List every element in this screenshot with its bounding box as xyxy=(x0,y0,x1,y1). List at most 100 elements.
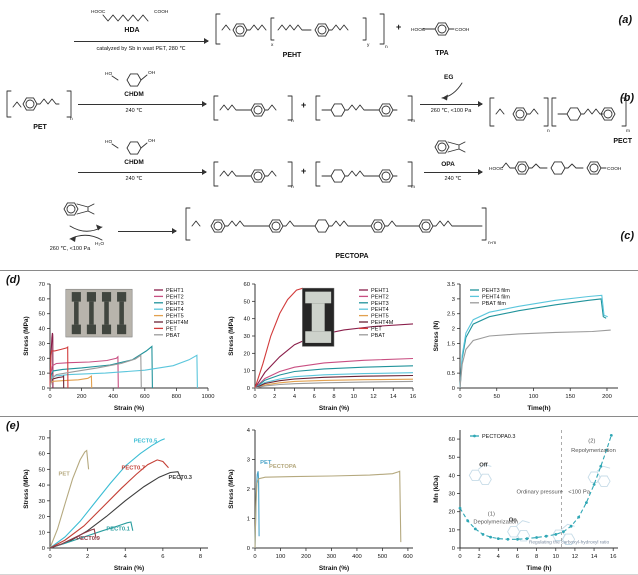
opa-label: OPA xyxy=(441,161,455,168)
hda-label: HDA xyxy=(124,27,140,34)
svg-text:Time(h): Time(h) xyxy=(527,405,550,412)
svg-text:2: 2 xyxy=(86,554,89,560)
svg-text:2: 2 xyxy=(452,327,455,333)
subscript: n-m xyxy=(488,241,496,246)
svg-text:400: 400 xyxy=(108,394,118,400)
tpa-label: TPA xyxy=(435,50,449,57)
condition-c2: 240 ℃ xyxy=(444,176,462,182)
subscript: n xyxy=(291,119,294,124)
atom-label: COOH xyxy=(607,166,622,172)
chart-svg: 0 2 4 6 8 10 12 14 16 0 10 20 30 40 50 60 Strain (%) Stre… xyxy=(228,282,416,412)
reaction-schemes: HOOC COOH HDA catalyzed by Sb in wast PE… xyxy=(0,0,638,270)
panel-label-d: (d) xyxy=(6,274,21,286)
svg-text:50: 50 xyxy=(39,312,45,318)
svg-text:0: 0 xyxy=(42,386,45,392)
water-exchange-arrows: H₂O xyxy=(69,224,104,247)
svg-text:40: 40 xyxy=(39,483,45,489)
subscript: n xyxy=(547,129,550,134)
svg-text:70: 70 xyxy=(39,436,45,442)
svg-text:0: 0 xyxy=(247,386,250,392)
svg-text:14: 14 xyxy=(591,554,598,560)
svg-text:Mn (kDa): Mn (kDa) xyxy=(433,475,440,502)
svg-text:10: 10 xyxy=(351,394,357,400)
svg-text:PECTOPA0.3: PECTOPA0.3 xyxy=(482,434,515,440)
pet-label: PET xyxy=(33,124,47,131)
panel-d: (d) 0 200 400 600 800 1000 0 10 20 30 40 50 60 70 Stra… xyxy=(0,270,638,416)
svg-text:(2): (2) xyxy=(588,439,595,445)
svg-text:2: 2 xyxy=(247,487,250,493)
svg-text:0: 0 xyxy=(48,394,51,400)
svg-text:3: 3 xyxy=(247,458,250,464)
svg-text:PEHT5: PEHT5 xyxy=(371,314,389,320)
svg-text:60: 60 xyxy=(449,437,455,443)
svg-text:Stress (MPa): Stress (MPa) xyxy=(228,469,235,508)
svg-text:PEHT4M: PEHT4M xyxy=(166,320,189,326)
hda-structure: HOOC COOH xyxy=(91,9,169,22)
chdm-structure-c: HO OH xyxy=(105,138,156,155)
svg-text:6: 6 xyxy=(161,554,164,560)
svg-text:30: 30 xyxy=(39,341,45,347)
oligomer-structure-b2: m xyxy=(315,95,415,124)
svg-text:50: 50 xyxy=(449,455,455,461)
svg-text:PEHT3: PEHT3 xyxy=(371,301,389,307)
chart-stress-strain-zoom: 0 2 4 6 8 10 12 14 16 0 10 20 30 40 50 60 Strain (%) Stre… xyxy=(225,277,421,413)
svg-text:0: 0 xyxy=(452,386,455,392)
svg-text:100: 100 xyxy=(276,554,286,560)
svg-text:Ordinary pressure: Ordinary pressure xyxy=(517,490,563,496)
svg-text:PECT0.7: PECT0.7 xyxy=(122,465,146,471)
svg-text:6: 6 xyxy=(313,394,316,400)
svg-text:20: 20 xyxy=(39,515,45,521)
subscript: x xyxy=(271,43,274,48)
panel-label-a: (a) xyxy=(618,14,632,26)
svg-text:10: 10 xyxy=(449,528,455,534)
svg-text:Depolymerization: Depolymerization xyxy=(473,520,518,526)
svg-text:30: 30 xyxy=(244,334,250,340)
svg-text:20: 20 xyxy=(39,356,45,362)
svg-text:0: 0 xyxy=(253,554,256,560)
atom-label: COOH xyxy=(455,27,470,33)
svg-text:16: 16 xyxy=(610,554,616,560)
svg-text:600: 600 xyxy=(140,394,150,400)
svg-text:PEHT2: PEHT2 xyxy=(166,294,184,300)
svg-text:Strain (%): Strain (%) xyxy=(114,405,144,412)
reaction-arrow-a xyxy=(74,38,209,45)
chart-svg: 0 2 4 6 8 10 12 14 16 0 10 20 30 40 50 60 Time (h) Mn (kD… xyxy=(433,430,618,572)
svg-text:3.5: 3.5 xyxy=(447,282,455,288)
chart-svg: 0 50 100 150 200 0 0.5 1 1.5 2 2.5 3 3.5 Time(h) Stres… xyxy=(433,282,618,412)
panel-label-b: (b) xyxy=(619,92,634,104)
reaction-arrow-c2 xyxy=(424,169,483,176)
svg-text:Strain (%): Strain (%) xyxy=(319,565,349,572)
svg-text:PEHT1: PEHT1 xyxy=(166,288,184,294)
svg-text:Off: Off xyxy=(479,462,487,468)
svg-text:10: 10 xyxy=(39,530,45,536)
svg-text:4: 4 xyxy=(247,428,251,434)
reaction-arrow-c1 xyxy=(78,169,207,176)
svg-text:3: 3 xyxy=(452,297,455,303)
svg-text:PEHT4M: PEHT4M xyxy=(371,320,394,326)
svg-text:On: On xyxy=(509,518,518,524)
svg-text:Repolymerization: Repolymerization xyxy=(571,448,616,454)
svg-text:30: 30 xyxy=(449,492,455,498)
svg-text:(1): (1) xyxy=(488,511,495,517)
svg-text:40: 40 xyxy=(244,317,250,323)
svg-text:4: 4 xyxy=(497,554,501,560)
condition-b2: 260 ℃, <100 Pa xyxy=(430,108,472,114)
chart-svg: 0 2 4 6 8 0 10 20 30 40 50 60 70 Strain (%) Stress (MP… xyxy=(23,430,208,572)
chart-film-stress-time: 0 50 100 150 200 0 0.5 1 1.5 2 2.5 3 3.5 Time(h) Stres… xyxy=(430,277,626,413)
svg-text:60: 60 xyxy=(244,282,250,288)
svg-text:600: 600 xyxy=(403,554,413,560)
condition-c3: 260 ℃, <100 Pa xyxy=(49,246,91,252)
svg-text:14: 14 xyxy=(390,394,397,400)
atom-label: H₂O xyxy=(95,241,104,247)
svg-text:0: 0 xyxy=(247,546,250,552)
svg-text:PEHT2: PEHT2 xyxy=(371,294,389,300)
svg-text:30: 30 xyxy=(39,499,45,505)
pect-label: PECT xyxy=(613,138,632,145)
svg-text:200: 200 xyxy=(301,554,311,560)
chart-pectopa-stress-strain: 0 100 200 300 400 500 600 0 1 2 3 4 Strain (%) Stress… xyxy=(225,423,421,573)
panel-label-c: (c) xyxy=(620,230,634,242)
svg-text:2: 2 xyxy=(273,394,276,400)
anhydride-structure xyxy=(63,202,95,216)
atom-label: OH xyxy=(148,138,156,144)
atom-label: HOOC xyxy=(411,27,426,33)
